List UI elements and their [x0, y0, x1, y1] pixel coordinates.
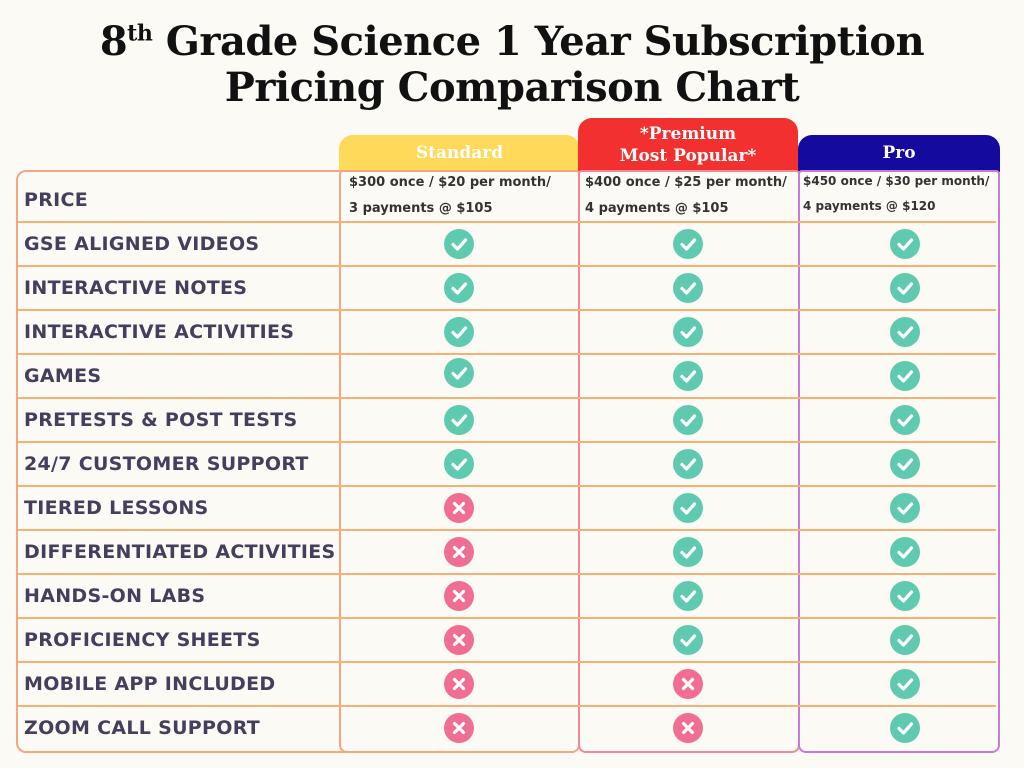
check-circle-icon	[890, 493, 920, 523]
check-circle-icon	[890, 713, 920, 743]
page-title: 8th Grade Science 1 Year Subscription	[0, 18, 1024, 66]
feature-label: HANDS-ON LABS	[24, 585, 206, 607]
price-pro-line2: 4 payments @ $120	[803, 199, 936, 213]
row-divider	[18, 265, 996, 267]
plan-header-standard: Standard	[339, 135, 580, 172]
check-circle-icon	[890, 229, 920, 259]
title-number: 8	[99, 18, 128, 65]
price-premium-line2: 4 payments @ $105	[585, 201, 729, 216]
x-circle-icon	[444, 669, 474, 699]
check-circle-icon	[673, 449, 703, 479]
check-circle-icon	[673, 361, 703, 391]
check-circle-icon	[890, 405, 920, 435]
check-circle-icon	[673, 229, 703, 259]
row-divider	[18, 573, 996, 575]
row-divider	[18, 617, 996, 619]
row-divider	[18, 397, 996, 399]
feature-label: DIFFERENTIATED ACTIVITIES	[24, 541, 336, 563]
check-circle-icon	[673, 493, 703, 523]
check-circle-icon	[890, 581, 920, 611]
feature-label: PRETESTS & POST TESTS	[24, 409, 298, 431]
x-circle-icon	[444, 537, 474, 567]
check-circle-icon	[673, 317, 703, 347]
row-divider	[18, 221, 996, 223]
price-premium-line1: $400 once / $25 per month/	[585, 175, 787, 190]
plan-header-premium: *Premium Most Popular*	[578, 118, 798, 172]
feature-labels-panel	[16, 170, 352, 753]
plan-name: Standard	[415, 143, 504, 163]
row-divider	[18, 485, 996, 487]
x-circle-icon	[444, 713, 474, 743]
x-circle-icon	[673, 713, 703, 743]
plan-subname: Most Popular*	[619, 146, 757, 166]
column-pro	[798, 170, 1000, 753]
check-circle-icon	[444, 358, 474, 388]
check-circle-icon	[673, 273, 703, 303]
check-circle-icon	[890, 537, 920, 567]
x-circle-icon	[673, 669, 703, 699]
check-circle-icon	[444, 449, 474, 479]
check-circle-icon	[890, 449, 920, 479]
feature-label: MOBILE APP INCLUDED	[24, 673, 276, 695]
x-circle-icon	[444, 493, 474, 523]
price-standard-line1: $300 once / $20 per month/	[349, 175, 551, 190]
row-divider	[18, 441, 996, 443]
feature-label: PROFICIENCY SHEETS	[24, 629, 261, 651]
check-circle-icon	[444, 273, 474, 303]
x-circle-icon	[444, 625, 474, 655]
feature-label: 24/7 CUSTOMER SUPPORT	[24, 453, 309, 475]
feature-label: INTERACTIVE ACTIVITIES	[24, 321, 295, 343]
check-circle-icon	[890, 317, 920, 347]
check-circle-icon	[673, 581, 703, 611]
row-divider	[18, 705, 996, 707]
price-standard-line2: 3 payments @ $105	[349, 201, 493, 216]
check-circle-icon	[890, 669, 920, 699]
row-divider	[18, 353, 996, 355]
price-pro-line1: $450 once / $30 per month/	[803, 174, 990, 188]
check-circle-icon	[890, 361, 920, 391]
row-divider	[18, 661, 996, 663]
check-circle-icon	[673, 405, 703, 435]
plan-header-pro: Pro	[798, 135, 1000, 172]
feature-label: INTERACTIVE NOTES	[24, 277, 248, 299]
title-superscript: th	[127, 20, 153, 47]
feature-label: ZOOM CALL SUPPORT	[24, 717, 261, 739]
page-subtitle: Pricing Comparison Chart	[224, 64, 800, 111]
check-circle-icon	[890, 625, 920, 655]
plan-name: Pro	[882, 143, 916, 163]
row-divider	[18, 529, 996, 531]
check-circle-icon	[673, 537, 703, 567]
feature-label: TIERED LESSONS	[24, 497, 209, 519]
check-circle-icon	[673, 625, 703, 655]
title-line1: Grade Science 1 Year Subscription	[152, 18, 925, 65]
plan-name: *Premium	[639, 124, 737, 144]
x-circle-icon	[444, 581, 474, 611]
row-divider	[18, 309, 996, 311]
check-circle-icon	[444, 229, 474, 259]
check-circle-icon	[890, 273, 920, 303]
check-circle-icon	[444, 405, 474, 435]
check-circle-icon	[444, 317, 474, 347]
feature-label: GAMES	[24, 365, 102, 387]
feature-label: GSE ALIGNED VIDEOS	[24, 233, 260, 255]
price-label: PRICE	[24, 189, 89, 211]
